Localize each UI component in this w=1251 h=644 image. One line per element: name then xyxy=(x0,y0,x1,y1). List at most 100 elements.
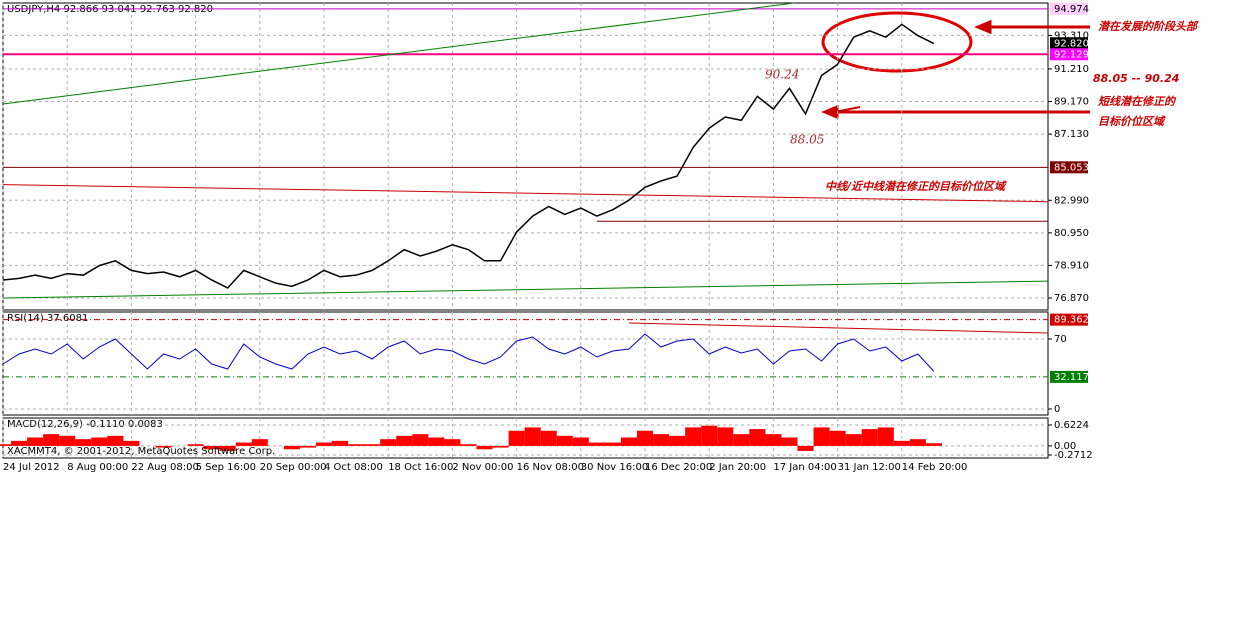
histogram-bar xyxy=(187,444,204,446)
histogram-bar xyxy=(685,427,702,446)
histogram-bar xyxy=(765,434,782,446)
histogram-bar xyxy=(59,435,76,446)
histogram-bar xyxy=(909,439,926,446)
histogram-bar xyxy=(27,437,44,446)
price-marker-label: 94.974 xyxy=(1054,4,1089,15)
histogram-bar xyxy=(781,437,798,446)
price-line xyxy=(2,23,935,289)
histogram-bar xyxy=(428,437,445,446)
y-tick-label: 89.170 xyxy=(1054,97,1089,108)
histogram-bar xyxy=(203,445,220,450)
price-marker-label: 92.129 xyxy=(1054,49,1089,60)
histogram-bar xyxy=(235,442,252,446)
y-tick-label: 0.00 xyxy=(1054,441,1076,452)
histogram-bar xyxy=(299,445,316,448)
arrows xyxy=(821,19,1090,120)
histogram-bar xyxy=(444,439,461,446)
histogram-bar xyxy=(75,439,92,446)
x-tick-label: 14 Feb 20:00 xyxy=(902,462,968,473)
x-tick-label: 5 Sep 16:00 xyxy=(196,462,256,473)
y-tick-label: 91.210 xyxy=(1054,64,1089,75)
histogram-bar xyxy=(925,443,942,446)
x-tick-label: 24 Jul 2012 xyxy=(3,462,60,473)
x-tick-label: 4 Oct 08:00 xyxy=(324,462,383,473)
x-tick-label: 20 Sep 00:00 xyxy=(260,462,327,473)
histogram-bar xyxy=(508,430,525,446)
histogram-bar xyxy=(861,429,878,446)
x-tick-label: 17 Jan 04:00 xyxy=(773,462,836,473)
histogram-bar xyxy=(0,444,12,446)
y-tick-label: 0 xyxy=(1054,404,1060,415)
histogram-bar xyxy=(283,445,300,450)
annotation: 短线潜在修正的 xyxy=(1098,95,1177,108)
panel-title: USDJPY,H4 92.866 93.041 92.763 92.820 xyxy=(7,4,213,15)
price-line xyxy=(2,333,935,372)
histogram-bar xyxy=(701,425,718,446)
price-marker xyxy=(1050,313,1088,326)
histogram-bar xyxy=(813,427,830,446)
histogram-bar xyxy=(316,442,333,446)
y-tick-label: 93.310 xyxy=(1054,30,1089,41)
x-tick-label: 16 Dec 20:00 xyxy=(645,462,712,473)
histogram-bar xyxy=(476,445,493,450)
annotation: 目标价位区域 xyxy=(1098,115,1166,128)
histogram-bar xyxy=(123,440,140,446)
price-marker xyxy=(1050,161,1088,174)
x-tick-label: 22 Aug 08:00 xyxy=(131,462,198,473)
annotation: 90.24 xyxy=(765,68,799,82)
annotation: 潜在发展的阶段头部 xyxy=(1098,20,1199,33)
annotation: 88.05 -- 90.24 xyxy=(1093,72,1179,85)
price-marker-label: 32.117 xyxy=(1054,372,1089,383)
y-tick-label: 70 xyxy=(1054,334,1067,345)
histogram-bar xyxy=(588,442,605,446)
histogram-bar xyxy=(669,435,686,446)
price-marker-label: 85.053 xyxy=(1054,162,1089,173)
histogram-bar xyxy=(219,445,236,451)
price-marker xyxy=(1050,370,1088,383)
y-tick-label: 80.950 xyxy=(1054,228,1089,239)
histogram-bar xyxy=(348,444,365,446)
annotation: 中线/近中线潜在修正的目标价位区域 xyxy=(825,180,1007,193)
price-marker-label: 89.362 xyxy=(1054,315,1089,326)
trend-line xyxy=(628,322,1048,334)
histogram-bar xyxy=(43,434,60,446)
price-marker xyxy=(1050,48,1088,61)
histogram-bar xyxy=(107,435,124,446)
price-panel xyxy=(2,2,1049,311)
histogram-bar xyxy=(492,445,509,448)
histogram-bar xyxy=(396,435,413,446)
histogram-bar xyxy=(653,434,670,446)
histogram-bar xyxy=(91,437,108,446)
histogram-bar xyxy=(524,427,541,446)
trend-line xyxy=(2,184,1048,203)
histogram-bar xyxy=(845,434,862,446)
rsi-panel xyxy=(2,311,1049,416)
copyright: XACMMT4, © 2001-2012, MetaQuotes Softwar… xyxy=(7,446,275,457)
histogram-bar xyxy=(11,440,28,446)
trend-line xyxy=(2,280,1048,299)
histogram-bar xyxy=(637,430,654,446)
x-tick-label: 31 Jan 12:00 xyxy=(838,462,901,473)
y-tick-label: 78.910 xyxy=(1054,260,1089,271)
histogram-bar xyxy=(251,439,268,446)
panel-title: RSI(14) 37.6081 xyxy=(7,313,88,324)
histogram-bar xyxy=(877,427,894,446)
histogram-bar xyxy=(556,435,573,446)
price-marker xyxy=(1050,2,1088,15)
histogram-bar xyxy=(717,427,734,446)
x-tick-label: 8 Aug 00:00 xyxy=(67,462,128,473)
trend-line xyxy=(2,2,795,105)
y-tick-label: -0.2712 xyxy=(1054,450,1093,461)
histogram-bar xyxy=(829,430,846,446)
histogram-bar xyxy=(733,434,750,446)
annotation: 88.05 xyxy=(790,133,824,147)
panel-title: MACD(12,26,9) -0.1110 0.0083 xyxy=(7,419,163,430)
histogram-bar xyxy=(364,444,381,446)
y-tick-label: 76.870 xyxy=(1054,293,1089,304)
y-tick-label: 82.990 xyxy=(1054,195,1089,206)
price-marker xyxy=(1050,37,1088,50)
histogram-bar xyxy=(893,440,910,446)
histogram-bar xyxy=(460,444,477,446)
histogram-bar xyxy=(332,440,349,446)
